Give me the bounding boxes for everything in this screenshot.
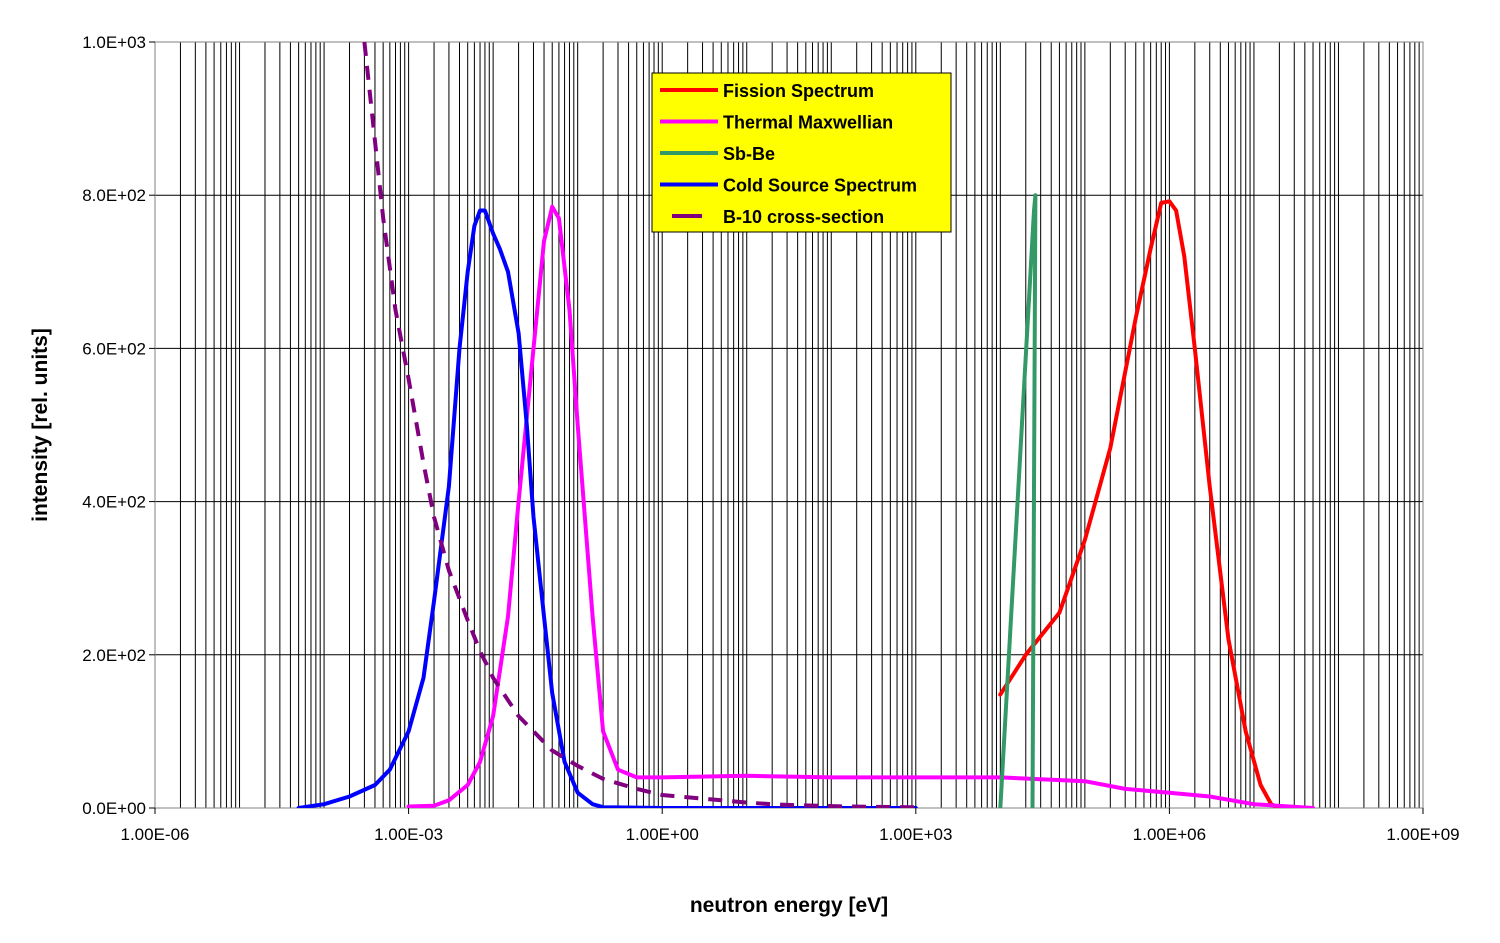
x-tick-label: 1.00E+03 [879,825,952,844]
legend-label-thermal-maxwellian: Thermal Maxwellian [723,113,893,133]
y-tick-label: 8.0E+02 [82,186,146,205]
y-axis-title: intensity [rel. units] [29,328,52,522]
series-line-fission-spectrum [998,199,1282,808]
series-line-cold-source-spectrum [296,208,918,808]
legend-label-sb-be: Sb-Be [723,144,775,164]
series-line-b-10-cross-section [362,42,916,808]
y-tick-label: 4.0E+02 [82,493,146,512]
x-axis-title: neutron energy [eV] [690,894,888,917]
y-tick-label: 0.0E+00 [82,799,146,818]
y-tick-label: 2.0E+02 [82,646,146,665]
x-tick-label: 1.00E-06 [121,825,190,844]
legend-label-fission-spectrum: Fission Spectrum [723,81,874,101]
legend: Fission Spectrum Thermal Maxwellian Sb-Be C… [651,72,952,233]
legend-label-cold-source-spectrum: Cold Source Spectrum [723,176,917,196]
legend-label-b-10-cross-section: B-10 cross-section [723,207,884,227]
y-tick-label: 6.0E+02 [82,339,146,358]
x-tick-label: 1.00E-03 [374,825,443,844]
series-line-thermal-maxwellian [406,204,1315,808]
x-tick-label: 1.00E+00 [626,825,699,844]
x-tick-label: 1.00E+09 [1386,825,1459,844]
tick-labels: 0.0E+00 2.0E+02 4.0E+02 6.0E+02 8.0E+02 1.0E+… [82,33,1459,844]
series-line-sb-be [998,193,1038,808]
series-lines [296,42,1315,808]
x-tick-label: 1.00E+06 [1133,825,1206,844]
y-tick-label: 1.0E+03 [82,33,146,52]
